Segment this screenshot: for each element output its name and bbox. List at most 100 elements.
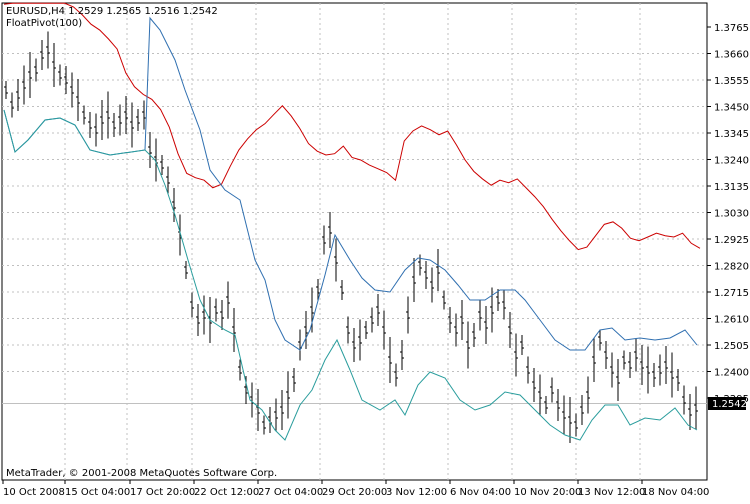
- ohlc-bar: [346, 316, 350, 344]
- ohlc-bar: [466, 321, 470, 369]
- ohlc-bar: [406, 296, 410, 334]
- ohlc-bar: [118, 104, 122, 136]
- ohlc-bar: [640, 345, 644, 385]
- price-tick-label: 1.2400: [714, 368, 749, 379]
- ohlc-bar: [88, 112, 92, 138]
- ohlc-bar: [292, 368, 296, 392]
- ohlc-bar: [112, 113, 116, 137]
- time-tick-label: 3 Nov 12:00: [386, 487, 447, 498]
- ohlc-bar: [16, 79, 20, 111]
- ohlc-bar: [574, 413, 578, 437]
- ohlc-bar: [514, 333, 518, 377]
- ohlc-bar: [262, 415, 266, 435]
- ohlc-bar: [376, 294, 380, 326]
- ohlc-bar: [184, 261, 188, 279]
- price-tick-label: 1.2715: [714, 288, 749, 299]
- ohlc-bar: [148, 132, 152, 168]
- ohlc-bar: [226, 281, 230, 319]
- ohlc-bar: [562, 395, 566, 435]
- ohlc-bar: [70, 72, 74, 108]
- symbol-info: EURUSD,H4 1.2529 1.2565 1.2516 1.2542: [6, 6, 218, 17]
- ohlc-bar: [172, 188, 176, 222]
- plot-area[interactable]: [1, 2, 708, 481]
- ohlc-bar: [652, 363, 656, 387]
- ohlc-bar: [238, 359, 242, 381]
- ohlc-bar: [34, 58, 38, 82]
- time-tick-label: 15 Oct 04:00: [65, 487, 130, 498]
- ohlc-bar: [130, 102, 134, 148]
- copyright-text: MetaTrader, © 2001-2008 MetaQuotes Softw…: [6, 468, 277, 479]
- ohlc-bar: [616, 359, 620, 401]
- ohlc-bar: [556, 389, 560, 421]
- time-tick-label: 27 Oct 04:00: [258, 487, 323, 498]
- ohlc-bar: [352, 328, 356, 362]
- ohlc-bar: [136, 109, 140, 131]
- ohlc-bar: [160, 155, 164, 175]
- ohlc-bar: [460, 300, 464, 340]
- price-tick-label: 1.3555: [714, 76, 749, 87]
- ohlc-bar: [322, 225, 326, 255]
- ohlc-bar: [694, 386, 698, 430]
- ohlc-bar: [586, 376, 590, 414]
- ohlc-bar: [76, 79, 80, 121]
- ohlc-bar: [106, 91, 110, 139]
- ohlc-bar: [328, 212, 332, 248]
- ohlc-bar: [658, 354, 662, 386]
- ohlc-bar: [142, 100, 146, 130]
- time-tick-label: 10 Nov 20:00: [514, 487, 581, 498]
- ohlc-bar: [364, 321, 368, 339]
- ohlc-bar: [334, 238, 338, 282]
- ohlc-bar: [634, 338, 638, 372]
- time-tick-label: 22 Oct 12:00: [194, 487, 259, 498]
- price-tick-label: 1.2820: [714, 262, 749, 273]
- time-tick-label: 29 Oct 20:00: [322, 487, 387, 498]
- time-tick-label: 6 Nov 04:00: [450, 487, 511, 498]
- price-tick-label: 1.2925: [714, 235, 749, 246]
- ohlc-bar: [508, 312, 512, 348]
- ohlc-bar: [304, 311, 308, 349]
- ohlc-bar: [628, 352, 632, 378]
- ohlc-bar: [4, 81, 8, 99]
- ohlc-bar: [28, 52, 32, 98]
- ohlc-bar: [94, 113, 98, 147]
- ohlc-bar: [310, 287, 314, 333]
- ohlc-bar: [676, 369, 680, 391]
- ohlc-bar: [190, 292, 194, 318]
- ohlc-bar: [454, 313, 458, 347]
- ohlc-bar: [220, 300, 224, 330]
- price-tick-label: 1.3345: [714, 129, 749, 140]
- price-tick-label: 1.3765: [714, 23, 749, 34]
- ohlc-bar: [664, 346, 668, 384]
- ohlc-bar: [394, 363, 398, 387]
- ohlc-bar: [442, 290, 446, 310]
- ohlc-bar: [544, 396, 548, 414]
- ohlc-bar: [496, 289, 500, 311]
- indicator-label: FloatPivot(100): [6, 18, 82, 29]
- ohlc-bar: [526, 356, 530, 384]
- ohlc-bar: [58, 64, 62, 86]
- ohlc-bar: [286, 371, 290, 419]
- price-axis: 1.3765 1.3660 1.3555 1.3450 1.3345 1.3240 1.31…: [707, 23, 749, 405]
- ohlc-bar: [484, 306, 488, 344]
- ohlc-bar: [52, 43, 56, 87]
- ohlc-bar: [340, 280, 344, 300]
- current-price-label: 1.2542: [712, 399, 747, 410]
- ohlc-bar: [214, 298, 218, 322]
- middle-pivot-line: [3, 16, 698, 351]
- ohlc-bar: [382, 310, 386, 350]
- ohlc-bar: [46, 31, 50, 69]
- ohlc-bar: [280, 390, 284, 430]
- current-price-marker: [708, 397, 746, 410]
- ohlc-bar: [472, 323, 476, 347]
- ohlc-bar: [520, 335, 524, 355]
- ohlc-bar: [622, 350, 626, 370]
- price-tick-label: 1.3030: [714, 209, 749, 220]
- ohlc-bar: [274, 398, 278, 432]
- ohlc-bar: [196, 304, 200, 336]
- price-tick-label: 1.3660: [714, 50, 749, 61]
- ohlc-bars: [4, 31, 698, 443]
- ohlc-bar: [124, 96, 128, 134]
